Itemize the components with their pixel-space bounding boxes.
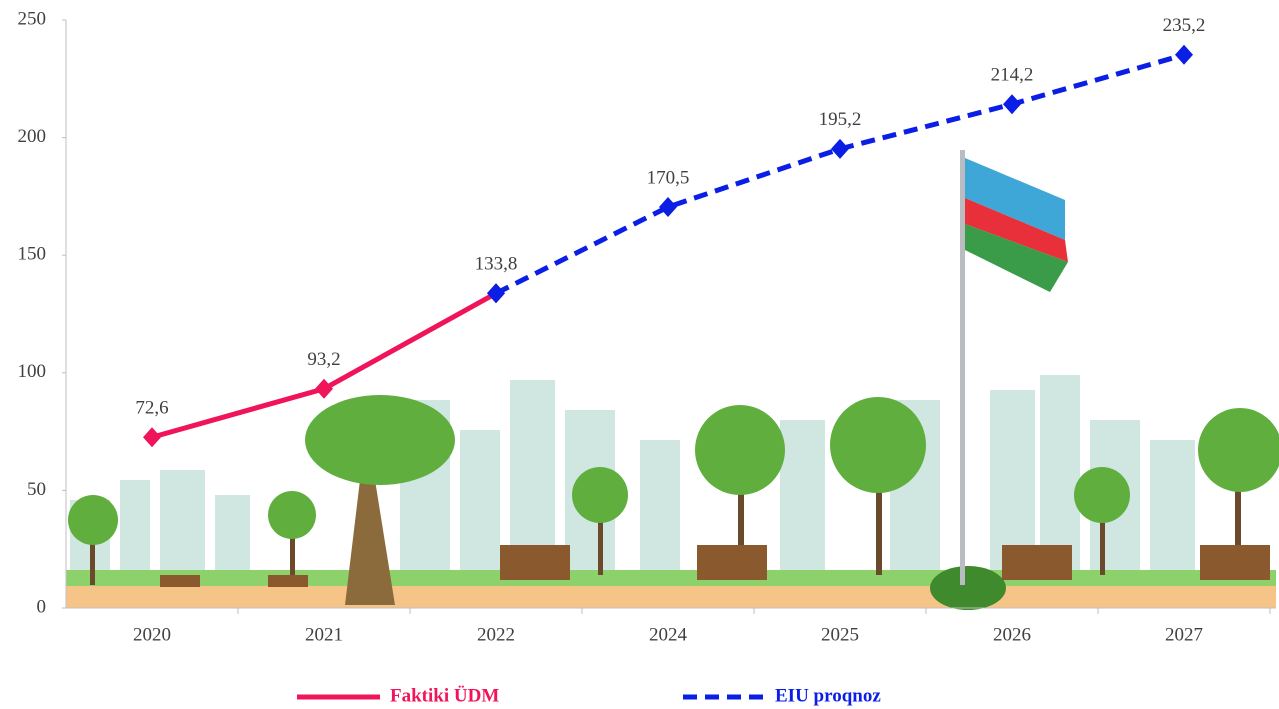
- data-label: 235,2: [1163, 15, 1206, 36]
- data-label: 170,5: [647, 167, 690, 188]
- x-tick-label: 2027: [1165, 624, 1203, 645]
- grass: [66, 570, 1276, 588]
- benches: [160, 545, 1270, 587]
- y-tick-label: 200: [18, 126, 47, 147]
- x-tick-label: 2025: [821, 624, 859, 645]
- legend: Faktiki ÜDM EIU proqnoz: [297, 685, 881, 706]
- data-label: 133,8: [475, 254, 518, 275]
- data-label: 93,2: [307, 349, 340, 370]
- point-marker: [315, 378, 333, 399]
- x-tick-label: 2020: [133, 624, 171, 645]
- point-marker: [1175, 44, 1193, 65]
- y-tick-label: 150: [18, 244, 47, 265]
- trees: [68, 395, 1279, 610]
- path: [66, 586, 1276, 608]
- y-tick-label: 100: [18, 361, 47, 382]
- point-marker: [487, 283, 505, 304]
- y-tick-label: 0: [37, 596, 47, 617]
- legend-label: EIU proqnoz: [775, 685, 881, 706]
- point-marker: [1003, 94, 1021, 115]
- x-tick-label: 2022: [477, 624, 515, 645]
- data-label: 72,6: [135, 398, 168, 419]
- data-label: 214,2: [991, 65, 1034, 86]
- y-tick-label: 250: [18, 8, 47, 29]
- background-scene: [66, 150, 1279, 610]
- series-line: [494, 52, 1185, 296]
- y-tick-label: 50: [27, 479, 46, 500]
- point-marker: [659, 196, 677, 217]
- x-tick-label: 2021: [305, 624, 343, 645]
- legend-label: Faktiki ÜDM: [390, 685, 499, 706]
- flag: [960, 150, 1068, 585]
- data-label: 195,2: [819, 109, 862, 130]
- point-marker: [831, 138, 849, 159]
- x-tick-label: 2026: [993, 624, 1031, 645]
- x-tick-label: 2024: [649, 624, 688, 645]
- point-marker: [143, 427, 161, 448]
